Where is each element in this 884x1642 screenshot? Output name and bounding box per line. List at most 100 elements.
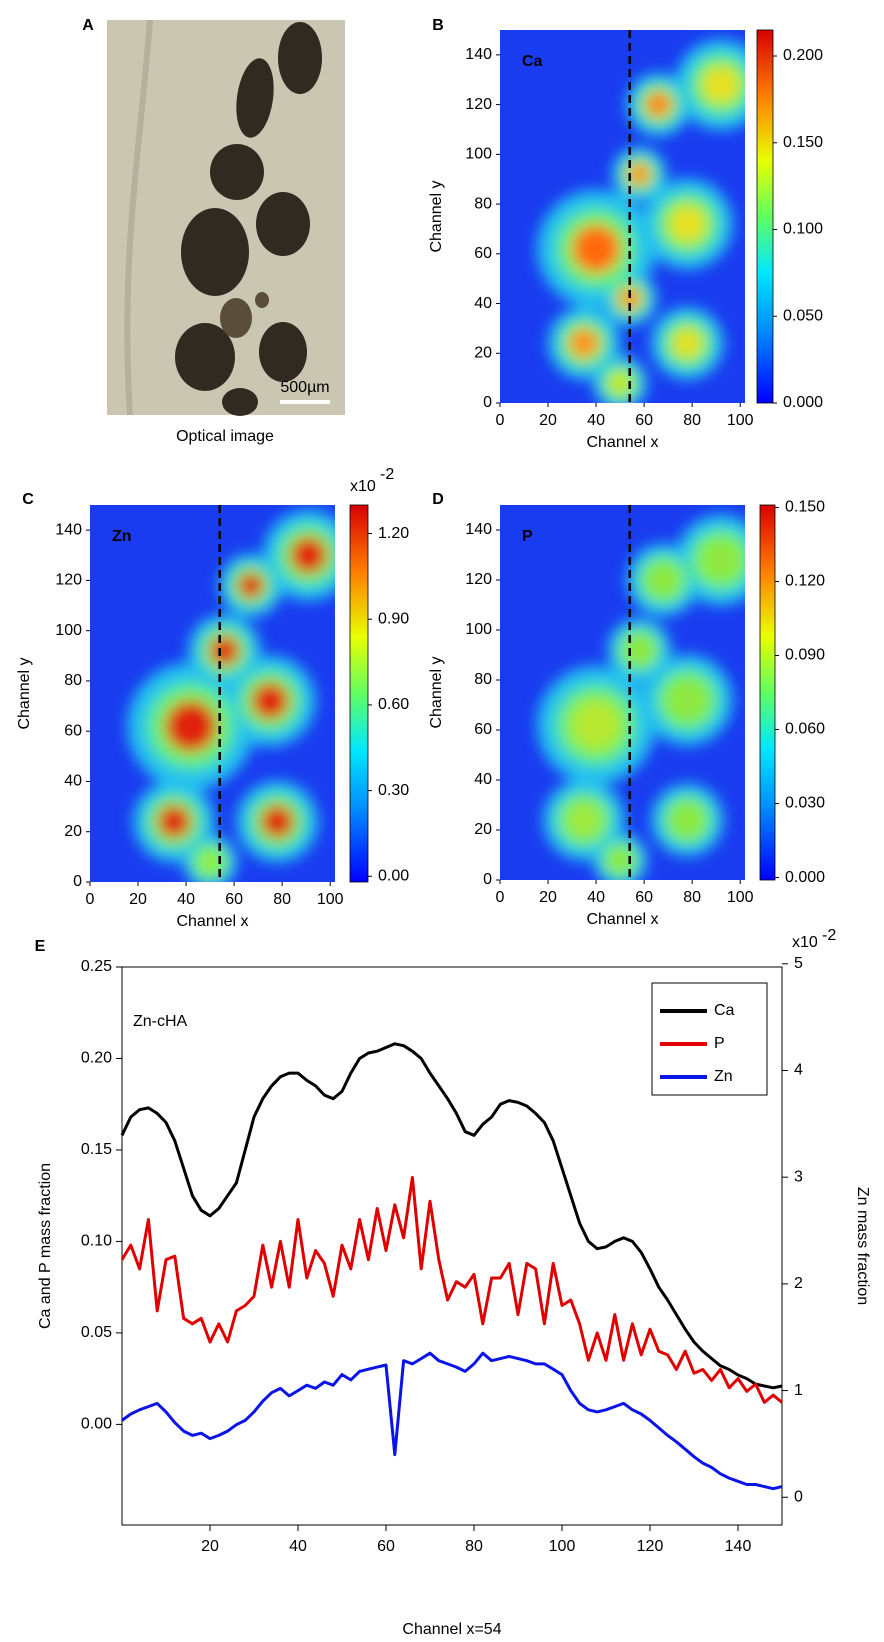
x-axis-title: Channel x <box>586 434 658 451</box>
panel-label: E <box>35 938 46 955</box>
granule <box>278 22 322 94</box>
heatmap-hotspot <box>238 572 264 599</box>
colorbar-tick-label: 0.000 <box>785 869 825 886</box>
y2-axis-title: Zn mass fraction <box>854 1187 871 1305</box>
heatmap-hotspot <box>609 849 631 871</box>
colorbar-tick-label: 0.150 <box>785 499 825 516</box>
y-tick-label: 40 <box>474 295 492 312</box>
heatmap-hotspot <box>702 66 739 103</box>
y-tick-label: 20 <box>474 821 492 838</box>
granule <box>220 298 252 338</box>
heatmap-hotspot <box>672 328 702 358</box>
x-axis-title: Channel x <box>176 913 248 930</box>
x-axis-title: Channel x <box>586 911 658 928</box>
colorbar-tick-label: 0.000 <box>783 394 823 411</box>
colorbar <box>756 29 774 404</box>
scale-bar-label: 500µm <box>280 379 329 396</box>
heatmap-hotspot <box>702 541 739 579</box>
colorbar-tick-label: 0.60 <box>378 696 409 713</box>
y-tick-label: 40 <box>64 773 82 790</box>
x-tick-label: 140 <box>725 1538 752 1555</box>
annotation: Zn-cHA <box>133 1013 188 1030</box>
y2-tick-label: 3 <box>794 1168 803 1185</box>
x-tick-label: 100 <box>317 891 344 908</box>
panel-label: C <box>22 491 34 508</box>
legend-label: Zn <box>714 1068 733 1085</box>
panel-label: D <box>432 491 444 508</box>
y-tick-label: 0.20 <box>81 1050 112 1067</box>
x-tick-label: 20 <box>201 1538 219 1555</box>
x-tick-label: 100 <box>727 889 754 906</box>
x-tick-label: 80 <box>273 891 291 908</box>
x-tick-label: 0 <box>496 889 505 906</box>
colorbar <box>349 504 369 883</box>
series-line <box>120 1042 783 1390</box>
caption: Optical image <box>176 428 274 445</box>
colorbar-tick-label: 0.120 <box>785 573 825 590</box>
x-tick-label: 120 <box>637 1538 664 1555</box>
y2-tick-label: 0 <box>794 1488 803 1505</box>
y2-multiplier-exponent: -2 <box>822 927 836 944</box>
heatmap-hotspot <box>572 225 620 273</box>
y-tick-label: 80 <box>474 671 492 688</box>
colorbar <box>759 504 776 881</box>
y-axis-title: Ca and P mass fraction <box>37 1163 54 1329</box>
x-tick-label: 40 <box>177 891 195 908</box>
heatmap-hotspot <box>672 805 702 835</box>
colorbar-tick-label: 0.060 <box>785 721 825 738</box>
heatmap-hotspot <box>290 537 327 574</box>
y-axis-title: Channel y <box>16 657 33 729</box>
y-tick-label: 0.25 <box>81 958 112 975</box>
y-tick-label: 0.00 <box>81 1416 112 1433</box>
heatmap-hotspot <box>626 637 652 663</box>
x-tick-label: 60 <box>635 889 653 906</box>
colorbar-tick-label: 0.30 <box>378 782 409 799</box>
colorbar-tick-label: 0.100 <box>783 221 823 238</box>
heatmap-hotspot <box>609 372 631 394</box>
heatmap-hotspot <box>628 163 651 186</box>
y-tick-label: 120 <box>465 96 492 113</box>
element-label: Ca <box>522 53 543 70</box>
colorbar-tick-label: 0.150 <box>783 134 823 151</box>
x-tick-label: 60 <box>377 1538 395 1555</box>
y-tick-label: 0.05 <box>81 1324 112 1341</box>
panel-label: B <box>432 17 444 34</box>
heatmap-hotspot <box>645 91 672 118</box>
y-tick-label: 60 <box>474 721 492 738</box>
granule <box>236 58 274 138</box>
y-tick-label: 140 <box>55 521 82 538</box>
heatmap-hotspot <box>618 287 641 310</box>
granule <box>210 144 264 200</box>
granule <box>259 322 307 382</box>
colorbar-tick-label: 0.090 <box>785 647 825 664</box>
heatmap-hotspot <box>199 851 221 873</box>
element-label: Zn <box>112 528 132 545</box>
y-tick-label: 0 <box>483 394 492 411</box>
granule <box>222 388 258 416</box>
y-tick-label: 20 <box>474 344 492 361</box>
y-tick-label: 100 <box>55 622 82 639</box>
granule <box>181 208 249 296</box>
y-tick-label: 20 <box>64 823 82 840</box>
y-tick-label: 80 <box>64 672 82 689</box>
heatmap-image <box>536 39 745 403</box>
x-tick-label: 40 <box>587 412 605 429</box>
heatmap-hotspot <box>669 205 706 242</box>
heatmap-hotspot <box>567 803 601 837</box>
heatmap-hotspot <box>210 636 239 666</box>
y-tick-label: 60 <box>64 722 82 739</box>
y2-tick-label: 2 <box>794 1275 803 1292</box>
y2-multiplier: x10 <box>792 934 818 951</box>
legend-label: Ca <box>714 1002 735 1019</box>
y2-tick-label: 5 <box>794 955 803 972</box>
legend-label: P <box>714 1035 725 1052</box>
y-tick-label: 140 <box>465 521 492 538</box>
colorbar-tick-label: 0.030 <box>785 795 825 812</box>
x-tick-label: 40 <box>587 889 605 906</box>
y-tick-label: 40 <box>474 771 492 788</box>
heatmap-hotspot <box>261 805 294 838</box>
heatmap-hotspot <box>669 681 706 719</box>
x-tick-label: 20 <box>539 889 557 906</box>
tissue-edge <box>124 19 153 416</box>
element-label: P <box>522 528 533 545</box>
